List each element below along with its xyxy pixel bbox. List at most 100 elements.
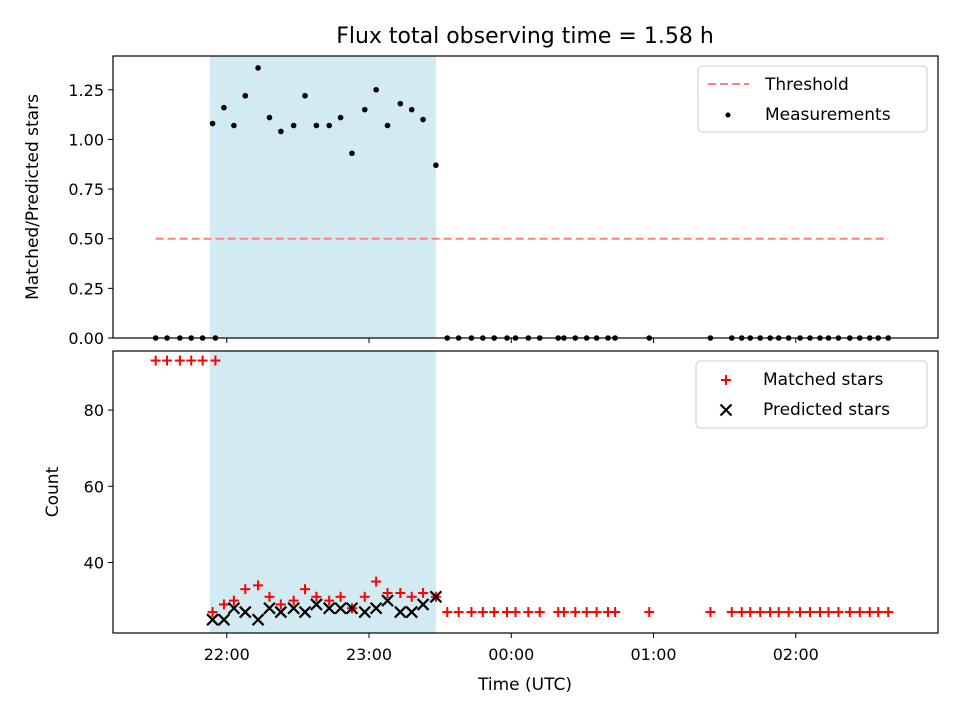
measurement-point [255, 65, 261, 71]
matched-star-point [466, 607, 477, 618]
matched-star-point [510, 607, 521, 618]
predicted-star-point [251, 613, 265, 626]
matched-star-point [558, 607, 569, 618]
y-tick-label-top: 1.25 [68, 81, 104, 100]
matched-star-point [883, 607, 894, 618]
matched-star-point [186, 355, 197, 366]
legend-matched-label: Matched stars [763, 370, 883, 390]
matched-star-point [814, 607, 825, 618]
count-legend-box [695, 360, 928, 429]
predicted-star-point [274, 605, 288, 619]
matched-star-point [477, 607, 488, 618]
matched-star-point [324, 595, 335, 606]
x-tick-label: 22:00 [204, 645, 250, 664]
matched-star-point [406, 591, 417, 602]
measurement-point [397, 100, 404, 107]
measurement-point [420, 116, 426, 123]
measurement-point [349, 150, 355, 157]
y-tick-label-top: 0.25 [68, 279, 104, 298]
predicted-star-point [405, 605, 418, 619]
measurement-point [408, 106, 415, 113]
matched-star-point [844, 607, 855, 618]
legend-predicted-swatch [719, 403, 733, 417]
predicted-star-point [322, 601, 336, 615]
measurement-point [209, 120, 216, 127]
matched-star-point [382, 587, 393, 598]
y-tick-label-top: 0.00 [68, 329, 104, 348]
matched-star-point [726, 607, 737, 618]
measurement-point [384, 122, 391, 129]
matched-star-point [240, 584, 251, 595]
measurement-point [433, 162, 439, 169]
y-tick-label-bottom: 60 [84, 477, 104, 496]
y-tick-label-top: 0.75 [68, 180, 104, 199]
chart-title: Flux total observing time = 1.58 h [336, 24, 714, 49]
predicted-star-point [217, 613, 231, 626]
y-tick-label-top: 1.00 [68, 130, 104, 149]
predicted-star-point [239, 605, 252, 619]
y-tick-label-top: 0.50 [68, 230, 104, 249]
matched-star-point [300, 584, 311, 595]
y-tick-label-bottom: 80 [84, 401, 104, 420]
matched-star-point [174, 355, 185, 366]
predicted-star-point [334, 601, 347, 615]
predicted-star-point [263, 601, 276, 615]
matched-star-point [795, 607, 806, 618]
matched-star-point [502, 607, 513, 618]
matched-star-point [773, 607, 784, 618]
measurement-point [326, 122, 333, 129]
predicted-star-point [429, 590, 443, 604]
x-tick-label: 01:00 [630, 645, 676, 664]
matched-star-point [210, 355, 221, 366]
matched-star-point [873, 607, 884, 618]
matched-star-point [489, 607, 500, 618]
matched-star-point [162, 355, 173, 366]
matched-star-point [253, 580, 264, 591]
matched-star-point [644, 607, 655, 618]
count-panel: 40 60 80 22:00 23:00 00:00 01:00 02:00 Count T… [43, 350, 939, 695]
predicted-star-point [381, 594, 394, 607]
legend-matched-swatch [721, 375, 731, 385]
measurement-point [361, 106, 368, 113]
matched-star-point [264, 591, 275, 602]
matched-star-point [705, 607, 716, 618]
predicted-star-point [227, 601, 241, 615]
ratio-panel-frame [112, 55, 939, 339]
matched-star-point [581, 607, 592, 618]
x-axis-label: Time (UTC) [477, 675, 572, 695]
legend-threshold-label: Threshold [764, 75, 849, 95]
predicted-star-point [358, 605, 372, 619]
matched-star-point [833, 607, 844, 618]
matched-star-point [804, 607, 815, 618]
matched-star-point [823, 607, 834, 618]
x-tick-label: 00:00 [488, 645, 534, 664]
matched-star-point [534, 607, 545, 618]
matched-star-point [359, 591, 370, 602]
matched-star-point [311, 591, 322, 602]
matched-star-point [591, 607, 602, 618]
matched-star-point [453, 607, 464, 618]
legend-measurements-swatch [725, 112, 731, 118]
matched-star-point [854, 607, 865, 618]
matched-star-point [275, 599, 286, 610]
predicted-star-point [298, 605, 312, 619]
measurement-point [266, 114, 273, 121]
matched-star-point [371, 576, 382, 587]
matched-star-point [570, 607, 581, 618]
observing-window-shade-bottom [209, 351, 436, 633]
matched-star-point [288, 595, 299, 606]
matched-star-point [418, 587, 429, 598]
measurement-point [221, 104, 227, 111]
matched-star-point [745, 607, 756, 618]
matched-star-point [442, 607, 453, 618]
matched-star-point [335, 591, 346, 602]
measurement-point [337, 114, 344, 121]
x-tick-label: 23:00 [346, 645, 392, 664]
observing-window-shade-top [209, 56, 436, 338]
measurement-point [231, 122, 237, 129]
matched-star-point [197, 355, 208, 366]
predicted-star-point [287, 601, 300, 615]
matched-star-point [395, 587, 406, 598]
matched-star-point [864, 607, 875, 618]
ratio-legend-box [697, 65, 928, 133]
